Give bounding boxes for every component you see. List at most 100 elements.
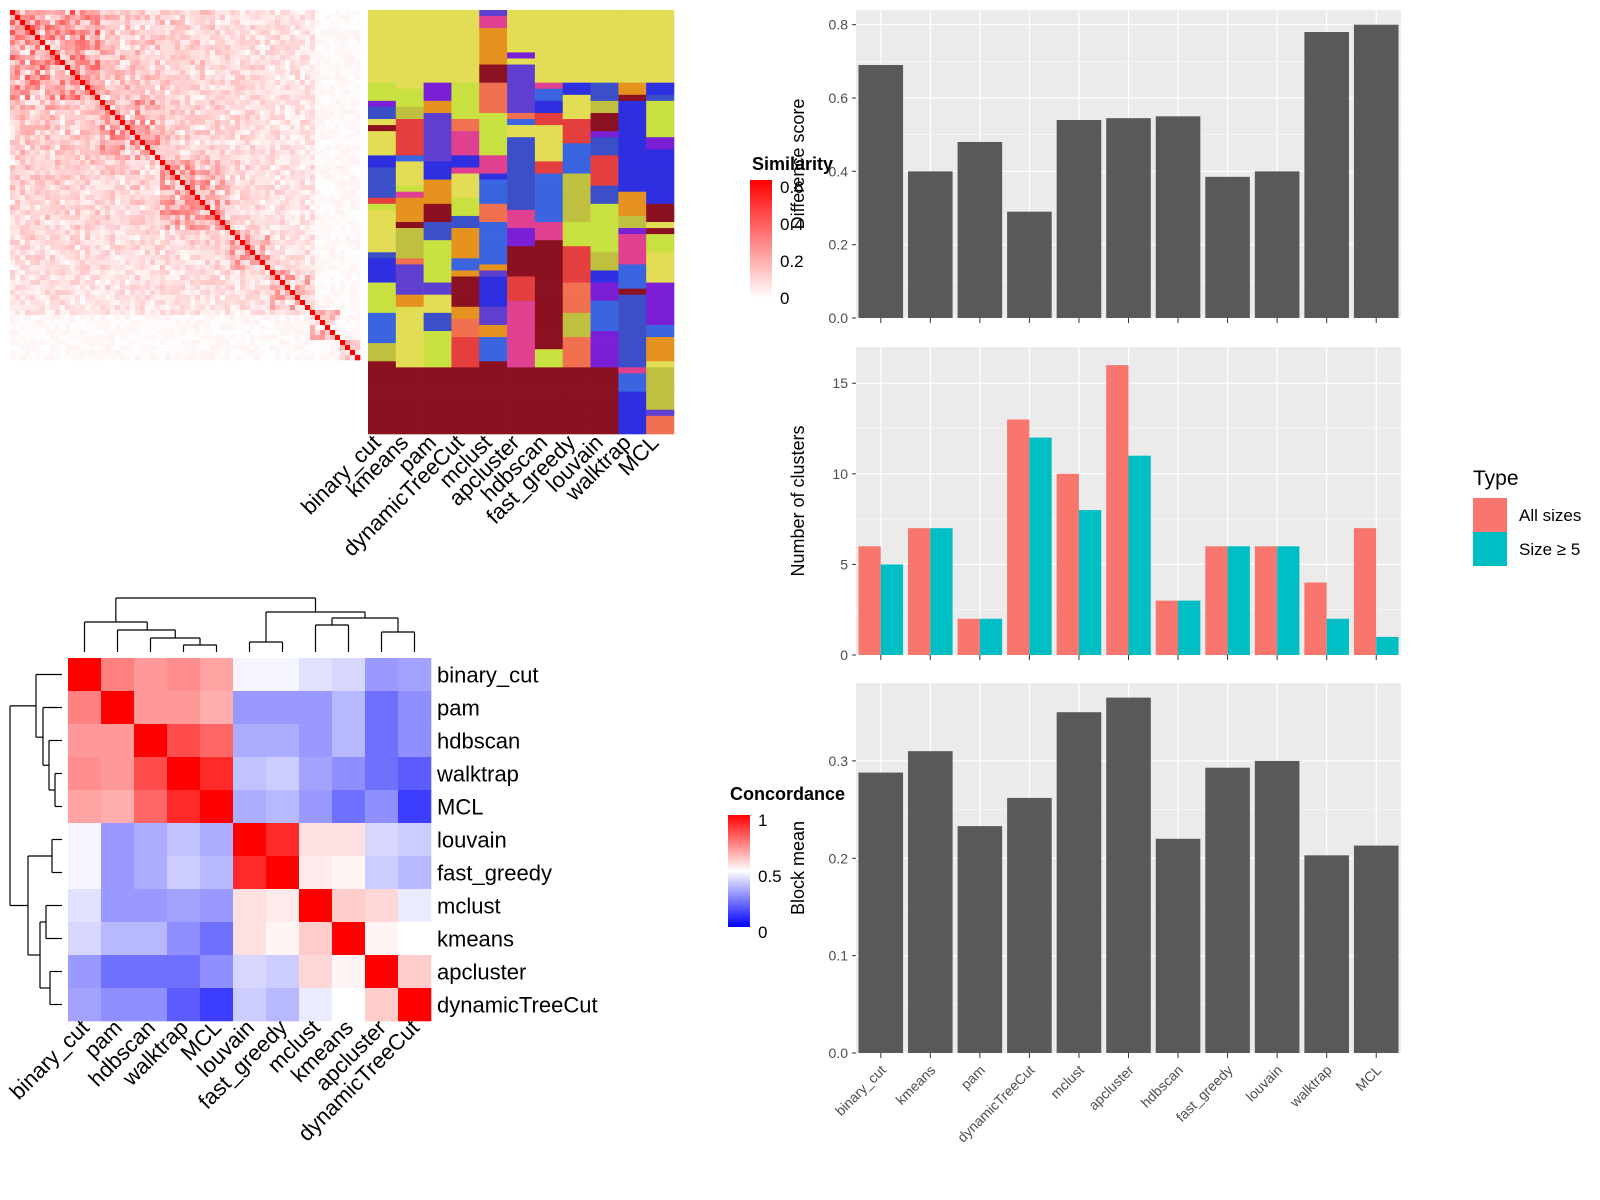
similarity-cell <box>240 290 246 296</box>
similarity-cell <box>355 245 361 251</box>
similarity-cell <box>210 40 216 46</box>
similarity-cell <box>75 115 81 121</box>
similarity-cell <box>140 295 146 301</box>
similarity-cell <box>285 285 291 291</box>
similarity-cell <box>50 165 56 171</box>
similarity-cell <box>275 280 281 286</box>
similarity-cell <box>90 15 96 21</box>
cluster-cell <box>368 270 397 277</box>
similarity-cell <box>150 195 156 201</box>
similarity-cell <box>20 45 26 51</box>
similarity-cell <box>130 85 136 91</box>
similarity-cell <box>290 105 296 111</box>
similarity-cell <box>235 230 241 236</box>
similarity-cell <box>280 180 286 186</box>
similarity-cell <box>85 330 91 336</box>
similarity-cell <box>190 300 196 306</box>
similarity-cell <box>170 115 176 121</box>
similarity-cell <box>135 315 141 321</box>
similarity-cell <box>185 35 191 41</box>
similarity-cell <box>320 240 326 246</box>
similarity-cell <box>235 10 241 16</box>
similarity-cell <box>240 215 246 221</box>
similarity-cell <box>340 350 346 356</box>
similarity-cell <box>155 155 161 161</box>
similarity-cell <box>230 80 236 86</box>
similarity-cell <box>130 90 136 96</box>
cluster-cell <box>368 324 397 332</box>
similarity-cell <box>175 210 181 216</box>
similarity-cell <box>160 305 166 311</box>
similarity-cell <box>235 40 241 46</box>
similarity-cell <box>350 290 356 296</box>
similarity-cell <box>170 55 176 61</box>
similarity-cell <box>140 70 146 76</box>
similarity-cell <box>210 355 216 361</box>
similarity-cell <box>30 205 36 211</box>
similarity-cell <box>230 285 236 291</box>
similarity-cell <box>55 235 61 241</box>
similarity-cell <box>350 280 356 286</box>
similarity-cell <box>135 135 141 141</box>
similarity-cell <box>155 345 161 351</box>
similarity-cell <box>80 30 86 36</box>
similarity-cell <box>245 350 251 356</box>
similarity-cell <box>210 205 216 211</box>
similarity-cell <box>345 105 351 111</box>
similarity-cell <box>190 160 196 166</box>
similarity-cell <box>55 130 61 136</box>
similarity-cell <box>175 60 181 66</box>
similarity-cell <box>285 325 291 331</box>
similarity-cell <box>250 15 256 21</box>
similarity-cell <box>90 310 96 316</box>
similarity-cell <box>315 245 321 251</box>
similarity-cell <box>210 345 216 351</box>
similarity-cell <box>215 275 221 281</box>
similarity-cell <box>110 250 116 256</box>
similarity-cell <box>320 255 326 261</box>
similarity-cell <box>20 60 26 66</box>
similarity-cell <box>145 210 151 216</box>
similarity-cell <box>175 325 181 331</box>
similarity-cell <box>75 50 81 56</box>
similarity-cell <box>300 275 306 281</box>
similarity-cell <box>75 45 81 51</box>
similarity-cell <box>335 350 341 356</box>
similarity-cell <box>40 325 46 331</box>
similarity-cell <box>180 245 186 251</box>
similarity-cell <box>285 200 291 206</box>
similarity-cell <box>40 140 46 146</box>
similarity-cell <box>60 90 66 96</box>
similarity-cell <box>285 180 291 186</box>
similarity-cell <box>70 10 76 16</box>
similarity-cell <box>315 75 321 81</box>
similarity-cell <box>95 300 101 306</box>
similarity-cell <box>335 340 341 346</box>
similarity-cell <box>355 305 361 311</box>
similarity-cell <box>350 155 356 161</box>
similarity-cell <box>115 90 121 96</box>
similarity-cell <box>315 150 321 156</box>
similarity-cell <box>145 305 151 311</box>
similarity-cell <box>85 290 91 296</box>
similarity-cell <box>125 290 131 296</box>
similarity-cell <box>70 165 76 171</box>
similarity-cell <box>265 95 271 101</box>
similarity-cell <box>355 290 361 296</box>
similarity-cell <box>75 180 81 186</box>
similarity-cell <box>230 55 236 61</box>
similarity-cell <box>215 175 221 181</box>
similarity-cell <box>250 355 256 361</box>
similarity-cell <box>30 265 36 271</box>
similarity-cell <box>120 205 126 211</box>
similarity-cell <box>350 170 356 176</box>
similarity-cell <box>55 260 61 266</box>
similarity-cell <box>55 315 61 321</box>
similarity-cell <box>155 205 161 211</box>
similarity-cell <box>310 320 316 326</box>
similarity-cell <box>235 50 241 56</box>
similarity-cell <box>320 180 326 186</box>
similarity-cell <box>250 310 256 316</box>
similarity-cell <box>235 15 241 21</box>
similarity-cell <box>20 155 26 161</box>
